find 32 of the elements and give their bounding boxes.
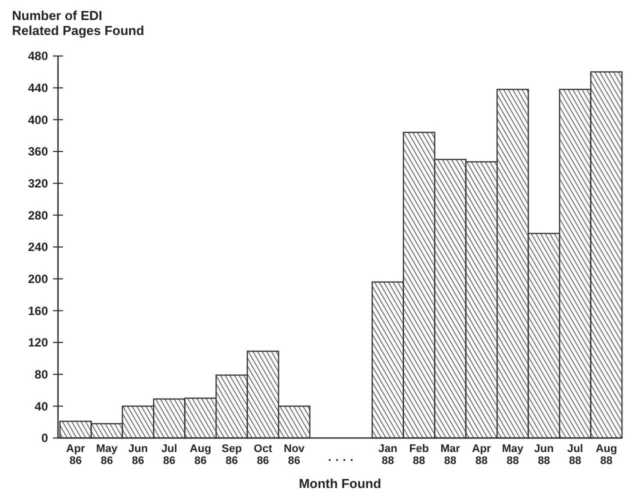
x-tick-label: Jun 88 [534, 443, 554, 467]
y-tick-label: 200 [28, 272, 48, 286]
x-tick-label: Jul 88 [567, 443, 584, 467]
y-tick-label: 280 [28, 208, 48, 222]
x-axis-title: Month Found [298, 476, 382, 491]
x-tick-label: Nov 86 [284, 443, 306, 467]
x-tick-label: Apr 88 [472, 443, 492, 467]
y-tick-label: 400 [28, 112, 48, 127]
x-tick-label: May 86 [96, 443, 118, 467]
y-tick-label: 40 [34, 399, 48, 414]
y-tick-label: 160 [28, 304, 48, 318]
y-tick-label: 320 [28, 176, 48, 191]
x-tick-label: Feb 88 [409, 443, 430, 467]
x-tick-label: Jul 86 [161, 443, 178, 467]
x-tick-label: Apr 86 [66, 443, 86, 467]
y-tick-label: 240 [28, 240, 48, 254]
x-tick-label: Mar 88 [440, 443, 461, 467]
y-tick-label: 80 [34, 368, 48, 382]
y-axis-title: Number of EDI Related Pages Found [12, 8, 144, 38]
x-tick-label: Aug 88 [596, 443, 618, 467]
x-tick-label: Jan 88 [378, 443, 398, 467]
x-tick-label: Oct 86 [254, 443, 272, 467]
x-tick-label: Jun 86 [128, 443, 148, 467]
text: · · · · [328, 453, 354, 467]
y-tick-label: 440 [28, 81, 48, 96]
y-tick-label: 0 [41, 431, 48, 446]
y-tick-label: 360 [28, 144, 48, 159]
y-tick-label: 480 [28, 49, 48, 64]
x-tick-label: Sep 86 [222, 443, 242, 467]
x-tick-label: Aug 86 [190, 443, 212, 467]
x-tick-label: May 88 [502, 443, 524, 467]
y-tick-label: 120 [28, 336, 48, 350]
